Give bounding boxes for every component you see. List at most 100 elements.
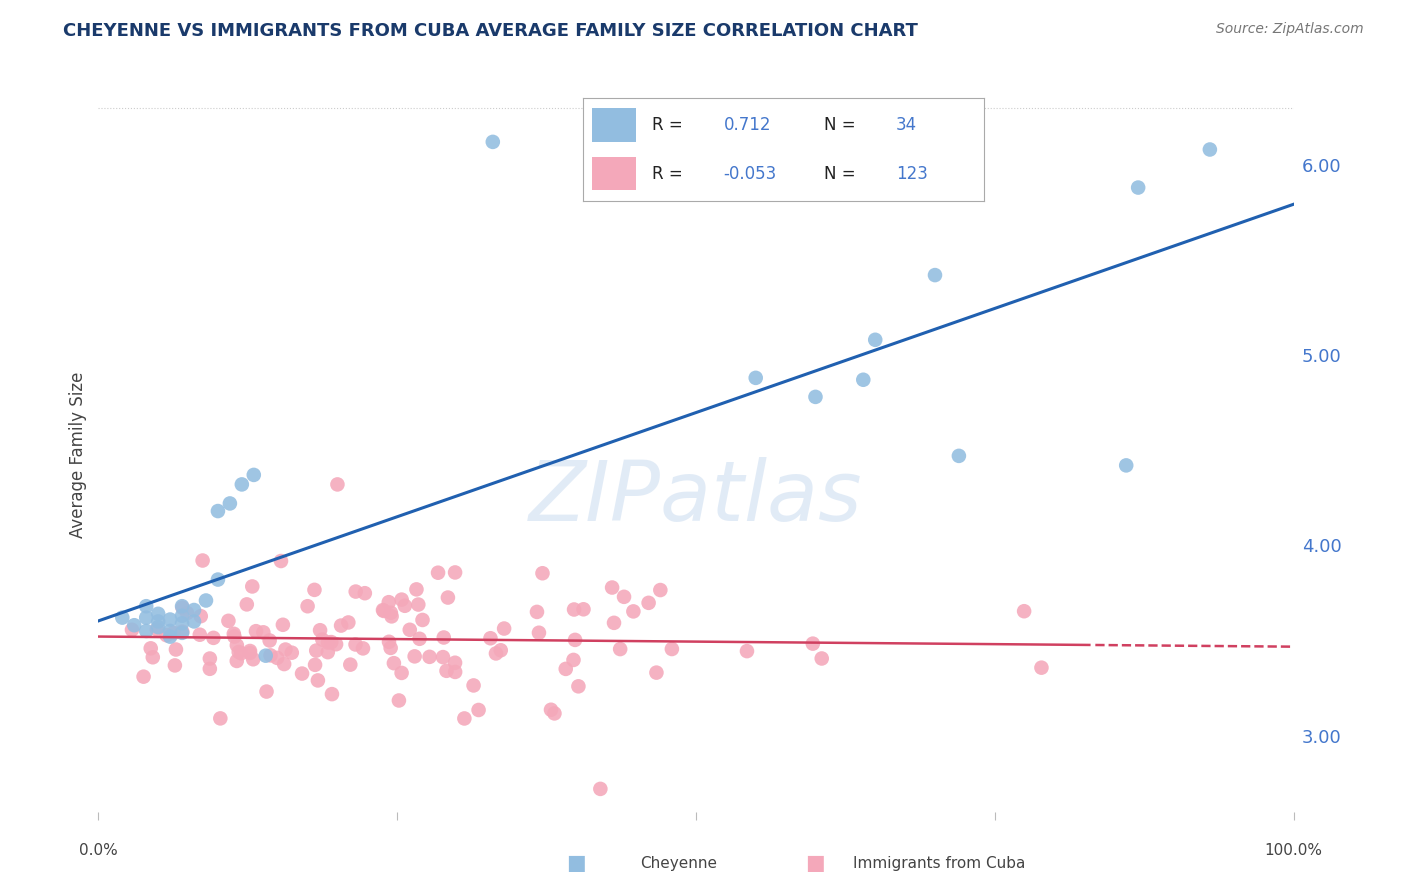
Point [245,624,267,639]
Point [135,599,157,614]
Point [463,678,485,692]
Point [142,650,165,665]
Point [121,623,143,637]
Point [309,624,332,638]
Text: Source: ZipAtlas.com: Source: ZipAtlas.com [1216,22,1364,37]
Point [225,654,247,668]
Text: ■: ■ [567,854,586,873]
Text: R =: R = [651,116,682,135]
Point [217,614,239,628]
Point [479,632,502,646]
Point [159,630,181,644]
Point [444,656,467,670]
Point [564,632,586,647]
Point [1115,458,1137,473]
Point [219,496,242,510]
Point [494,622,516,636]
Point [148,620,170,634]
Point [924,268,946,282]
Point [804,390,827,404]
Point [198,662,221,676]
Point [165,642,187,657]
Point [600,581,623,595]
Point [155,628,177,642]
Point [408,598,430,612]
Point [191,553,214,567]
Point [172,608,194,623]
Point [621,604,644,618]
Point [148,607,170,621]
Point [159,613,181,627]
Point [242,652,264,666]
Text: Cheyenne: Cheyenne [640,856,717,871]
Point [353,586,375,600]
Point [139,641,162,656]
Point [863,333,887,347]
Point [239,646,262,660]
Point [225,638,247,652]
Point [394,599,416,613]
Point [321,635,343,649]
Point [194,593,218,607]
Point [1012,604,1035,618]
Point [266,651,288,665]
Point [254,648,277,663]
Point [111,610,134,624]
Point [1198,143,1220,157]
Point [297,599,319,614]
Y-axis label: Average Family Size: Average Family Size [69,372,87,538]
Point [198,651,221,665]
Point [1031,661,1053,675]
Point [398,623,420,637]
Point [207,573,229,587]
Point [339,657,361,672]
Point [444,665,467,679]
FancyBboxPatch shape [592,157,636,190]
Point [270,554,292,568]
Point [281,646,304,660]
Point [316,635,339,649]
Point [562,653,585,667]
Point [228,645,250,659]
Point [637,596,659,610]
Point [371,603,394,617]
Point [183,615,205,629]
Point [405,582,427,597]
Point [412,613,434,627]
Point [256,684,278,698]
Point [190,609,212,624]
Point [391,592,413,607]
Point [613,590,636,604]
Point [172,624,194,639]
Point [645,665,668,680]
Point [432,650,454,665]
Point [419,649,441,664]
Point [202,631,225,645]
Point [852,373,875,387]
Point [567,679,589,693]
Point [337,615,360,630]
Point [436,664,458,678]
Point [305,643,328,657]
Point [378,595,401,609]
Point [745,371,768,385]
Point [172,599,194,614]
Point [172,600,194,615]
Point [135,624,157,638]
Text: CHEYENNE VS IMMIGRANTS FROM CUBA AVERAGE FAMILY SIZE CORRELATION CHART: CHEYENNE VS IMMIGRANTS FROM CUBA AVERAGE… [63,22,918,40]
Text: N =: N = [824,116,855,135]
Point [485,647,508,661]
Point [163,658,186,673]
Point [207,504,229,518]
Point [307,673,329,688]
Point [274,642,297,657]
Point [172,616,194,631]
Point [240,579,263,593]
Point [380,640,402,655]
Point [321,687,343,701]
Point [146,623,169,637]
Point [810,651,832,665]
Point [735,644,758,658]
Point [444,566,467,580]
Point [176,606,198,620]
